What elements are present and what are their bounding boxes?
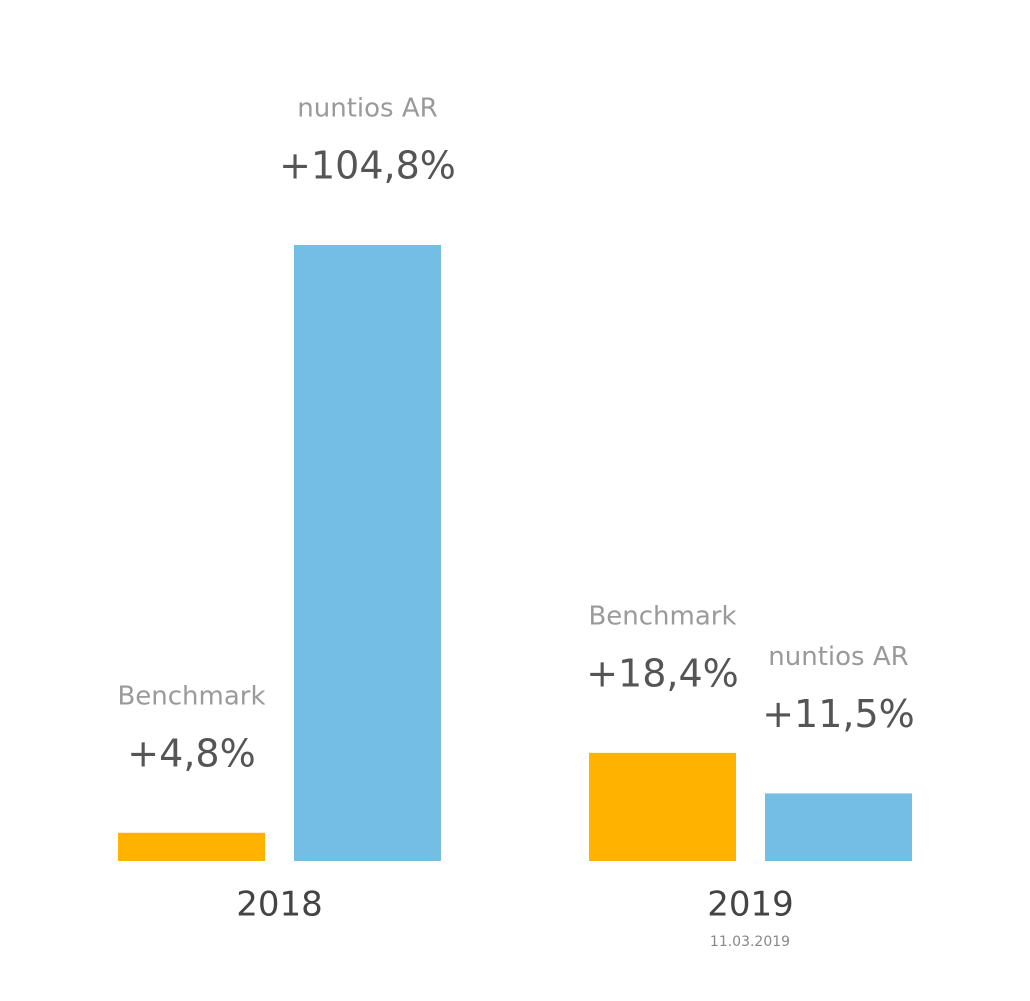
series-label: Benchmark [588,601,736,631]
value-label: +11,5% [762,692,915,736]
bar [294,245,441,861]
date-note: 11.03.2019 [710,934,790,950]
bar [765,793,912,861]
bar [589,752,736,861]
series-label: nuntios AR [297,94,437,124]
x-tick-label: 2019 [707,885,794,925]
value-label: +4,8% [127,731,255,775]
x-tick-label: 2018 [236,885,323,925]
value-label: +18,4% [586,651,739,695]
value-label: +104,8% [279,144,456,188]
bar [118,832,265,861]
series-label: nuntios AR [768,642,908,672]
series-label: Benchmark [117,681,265,711]
